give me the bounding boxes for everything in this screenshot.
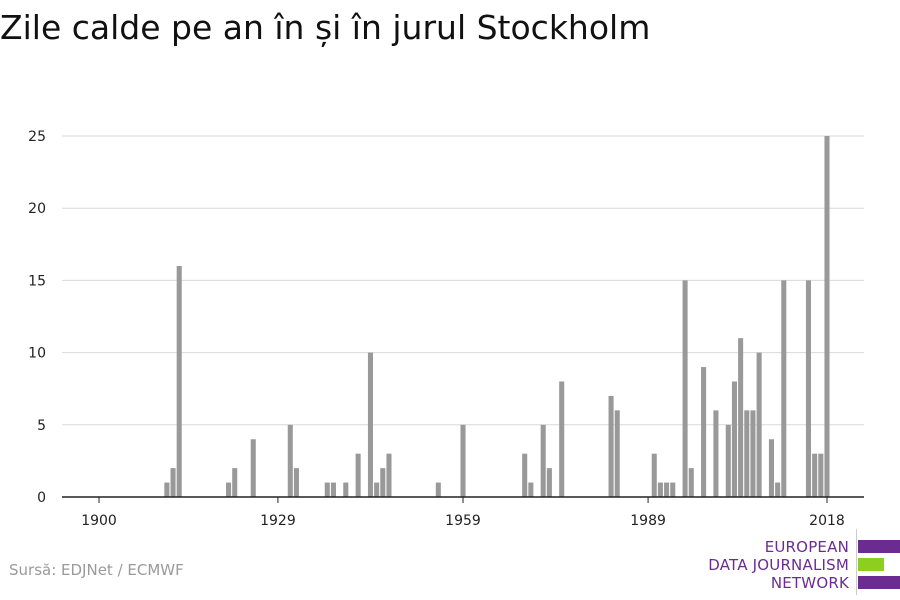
bars [164,136,830,497]
bar-2017 [818,453,824,497]
bar-1973 [546,468,552,497]
x-tick-label: 1959 [445,513,481,529]
bar-1992 [664,482,670,497]
x-tick-label: 1989 [630,513,666,529]
bar-1944 [367,352,373,497]
logo-line-data-journalism: DATA JOURNALISM [708,556,849,574]
bar-2000 [713,410,719,497]
bar-1937 [324,482,330,497]
bar-1955 [435,482,441,497]
logo-line-network: NETWORK [770,574,849,592]
bar-2002 [725,424,731,497]
bar-1946 [380,468,386,497]
bar-2006 [750,410,756,497]
bar-1969 [522,453,528,497]
bar-1947 [386,453,392,497]
source-note: Sursă: EDJNet / ECMWF [9,561,184,579]
y-tick-label: 0 [37,490,46,506]
bar-1942 [355,453,361,497]
logo-separator [856,529,857,595]
bar-2010 [775,482,781,497]
y-tick-label: 10 [28,346,46,362]
logo-bar-top [858,540,900,553]
edjnet-logo: EUROPEAN DATA JOURNALISM NETWORK [700,529,900,595]
bar-2009 [768,439,774,497]
y-tick-label: 5 [37,418,46,434]
bar-2004 [738,338,744,497]
chart-title: Zile calde pe an în și în jurul Stockhol… [0,8,651,47]
bar-1912 [170,468,176,497]
bar-2007 [756,352,762,497]
bar-2005 [744,410,750,497]
bar-1932 [293,468,299,497]
bar-1925 [250,439,256,497]
logo-line-european: EUROPEAN [764,538,849,556]
bar-2011 [781,280,787,497]
bar-1996 [688,468,694,497]
bar-1998 [701,367,707,497]
x-tick-label: 1929 [260,513,296,529]
bar-1959 [460,424,466,497]
bar-1911 [164,482,170,497]
bar-2015 [805,280,812,497]
bar-1938 [330,482,336,497]
bar-1931 [287,424,293,497]
bar-1995 [682,280,688,497]
bar-1940 [343,482,349,497]
bar-1991 [657,482,663,497]
bar-2003 [731,381,737,497]
bar-1983 [608,395,614,497]
y-tick-label: 25 [28,129,46,145]
bar-2018 [824,136,830,497]
x-tick-label: 2018 [809,513,845,529]
bar-1990 [651,453,657,497]
bar-1970 [528,482,534,497]
x-tick-label: 1900 [81,513,117,529]
y-tick-label: 20 [28,201,46,217]
bar-1921 [226,482,232,497]
y-axis-ticks: 0 5 10 15 20 25 [28,129,46,506]
bar-1993 [670,482,676,497]
bar-1913 [176,265,182,497]
bar-1972 [540,424,546,497]
x-axis-ticks: 1900 1929 1959 1989 2018 [81,497,845,529]
bar-2016 [812,453,818,497]
gridlines [62,135,864,426]
y-tick-label: 15 [28,273,46,289]
bar-1945 [374,482,380,497]
bar-1984 [614,410,620,497]
bar-1922 [232,468,238,497]
bar-1975 [559,381,565,497]
logo-bar-bottom [858,576,900,589]
logo-bar-middle [858,558,884,571]
